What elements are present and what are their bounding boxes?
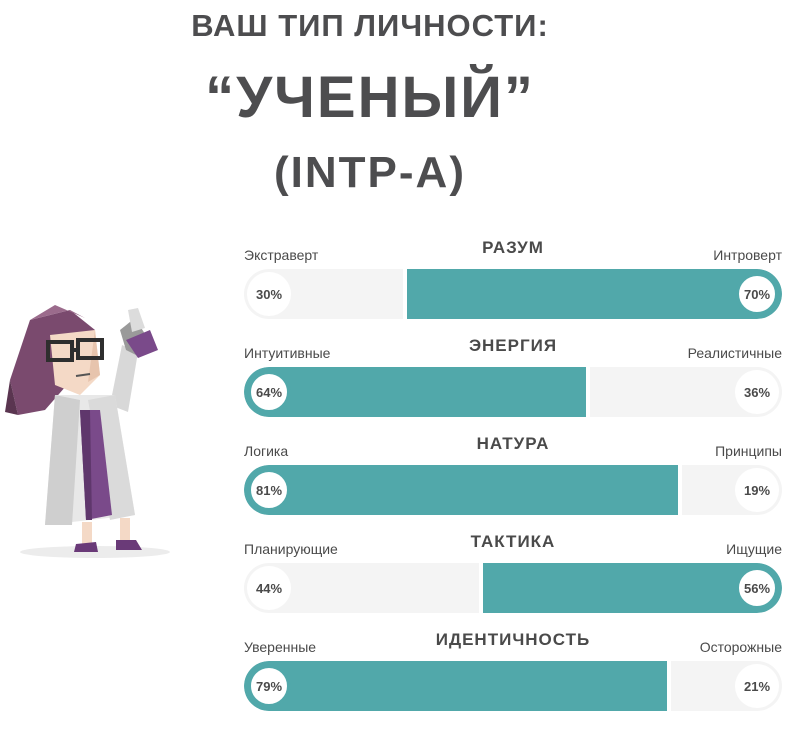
trait-bar: 44% 56%: [244, 563, 782, 613]
trait-left-label: Планирующие: [244, 541, 338, 557]
trait-right-percent: 19%: [735, 468, 779, 512]
trait-title: НАТУРА: [476, 434, 550, 453]
trait-left-percent: 64%: [247, 370, 291, 414]
personality-traits-list: РАЗУМ Экстраверт Интроверт 30% 70% ЭНЕРГ…: [244, 238, 782, 728]
trait-bar-divider: [667, 661, 672, 711]
trait-title: РАЗУМ: [482, 238, 544, 257]
trait-left-label: Интуитивные: [244, 345, 331, 361]
trait-bar-divider: [478, 563, 483, 613]
trait-left-percent: 79%: [247, 664, 291, 708]
trait-bar: 79% 21%: [244, 661, 782, 711]
trait-bar-divider: [586, 367, 591, 417]
trait-right-percent: 21%: [735, 664, 779, 708]
trait-bar-fill: [405, 269, 782, 319]
trait-bar: 81% 19%: [244, 465, 782, 515]
trait-tactics: ТАКТИКА Планирующие Ищущие 44% 56%: [244, 532, 782, 630]
trait-identity: ИДЕНТИЧНОСТЬ Уверенные Осторожные 79% 21…: [244, 630, 782, 728]
trait-bar: 64% 36%: [244, 367, 782, 417]
trait-bar-divider: [677, 465, 682, 515]
trait-bar-fill: [480, 563, 782, 613]
trait-energy: ЭНЕРГИЯ Интуитивные Реалистичные 64% 36%: [244, 336, 782, 434]
trait-bar-divider: [403, 269, 408, 319]
trait-right-percent: 70%: [735, 272, 779, 316]
trait-bar-fill: [244, 465, 680, 515]
trait-right-percent: 36%: [735, 370, 779, 414]
trait-title: ЭНЕРГИЯ: [468, 336, 558, 355]
trait-right-label: Интроверт: [713, 247, 782, 263]
trait-title: ИДЕНТИЧНОСТЬ: [435, 630, 591, 649]
trait-left-percent: 44%: [247, 566, 291, 610]
personality-type-code: (INTP-A): [274, 148, 466, 197]
trait-left-percent: 81%: [247, 468, 291, 512]
trait-bar-fill: [244, 367, 589, 417]
trait-right-percent: 56%: [735, 566, 779, 610]
trait-left-percent: 30%: [247, 272, 291, 316]
trait-left-label: Логика: [244, 443, 289, 459]
trait-nature: НАТУРА Логика Принципы 81% 19%: [244, 434, 782, 532]
trait-bar: 30% 70%: [244, 269, 782, 319]
trait-left-label: Уверенные: [244, 639, 317, 655]
personality-type-heading: ВАШ ТИП ЛИЧНОСТИ:: [191, 8, 549, 43]
trait-mind: РАЗУМ Экстраверт Интроверт 30% 70%: [244, 238, 782, 336]
trait-title: ТАКТИКА: [470, 532, 556, 551]
trait-left-label: Экстраверт: [244, 247, 319, 263]
trait-right-label: Принципы: [715, 443, 782, 459]
trait-right-label: Осторожные: [699, 639, 782, 655]
scientist-character-illustration: [0, 300, 190, 570]
trait-right-label: Реалистичные: [687, 345, 782, 361]
trait-right-label: Ищущие: [726, 541, 782, 557]
trait-bar-fill: [244, 661, 670, 711]
personality-type-name: “УЧЕНЫЙ”: [205, 65, 535, 130]
